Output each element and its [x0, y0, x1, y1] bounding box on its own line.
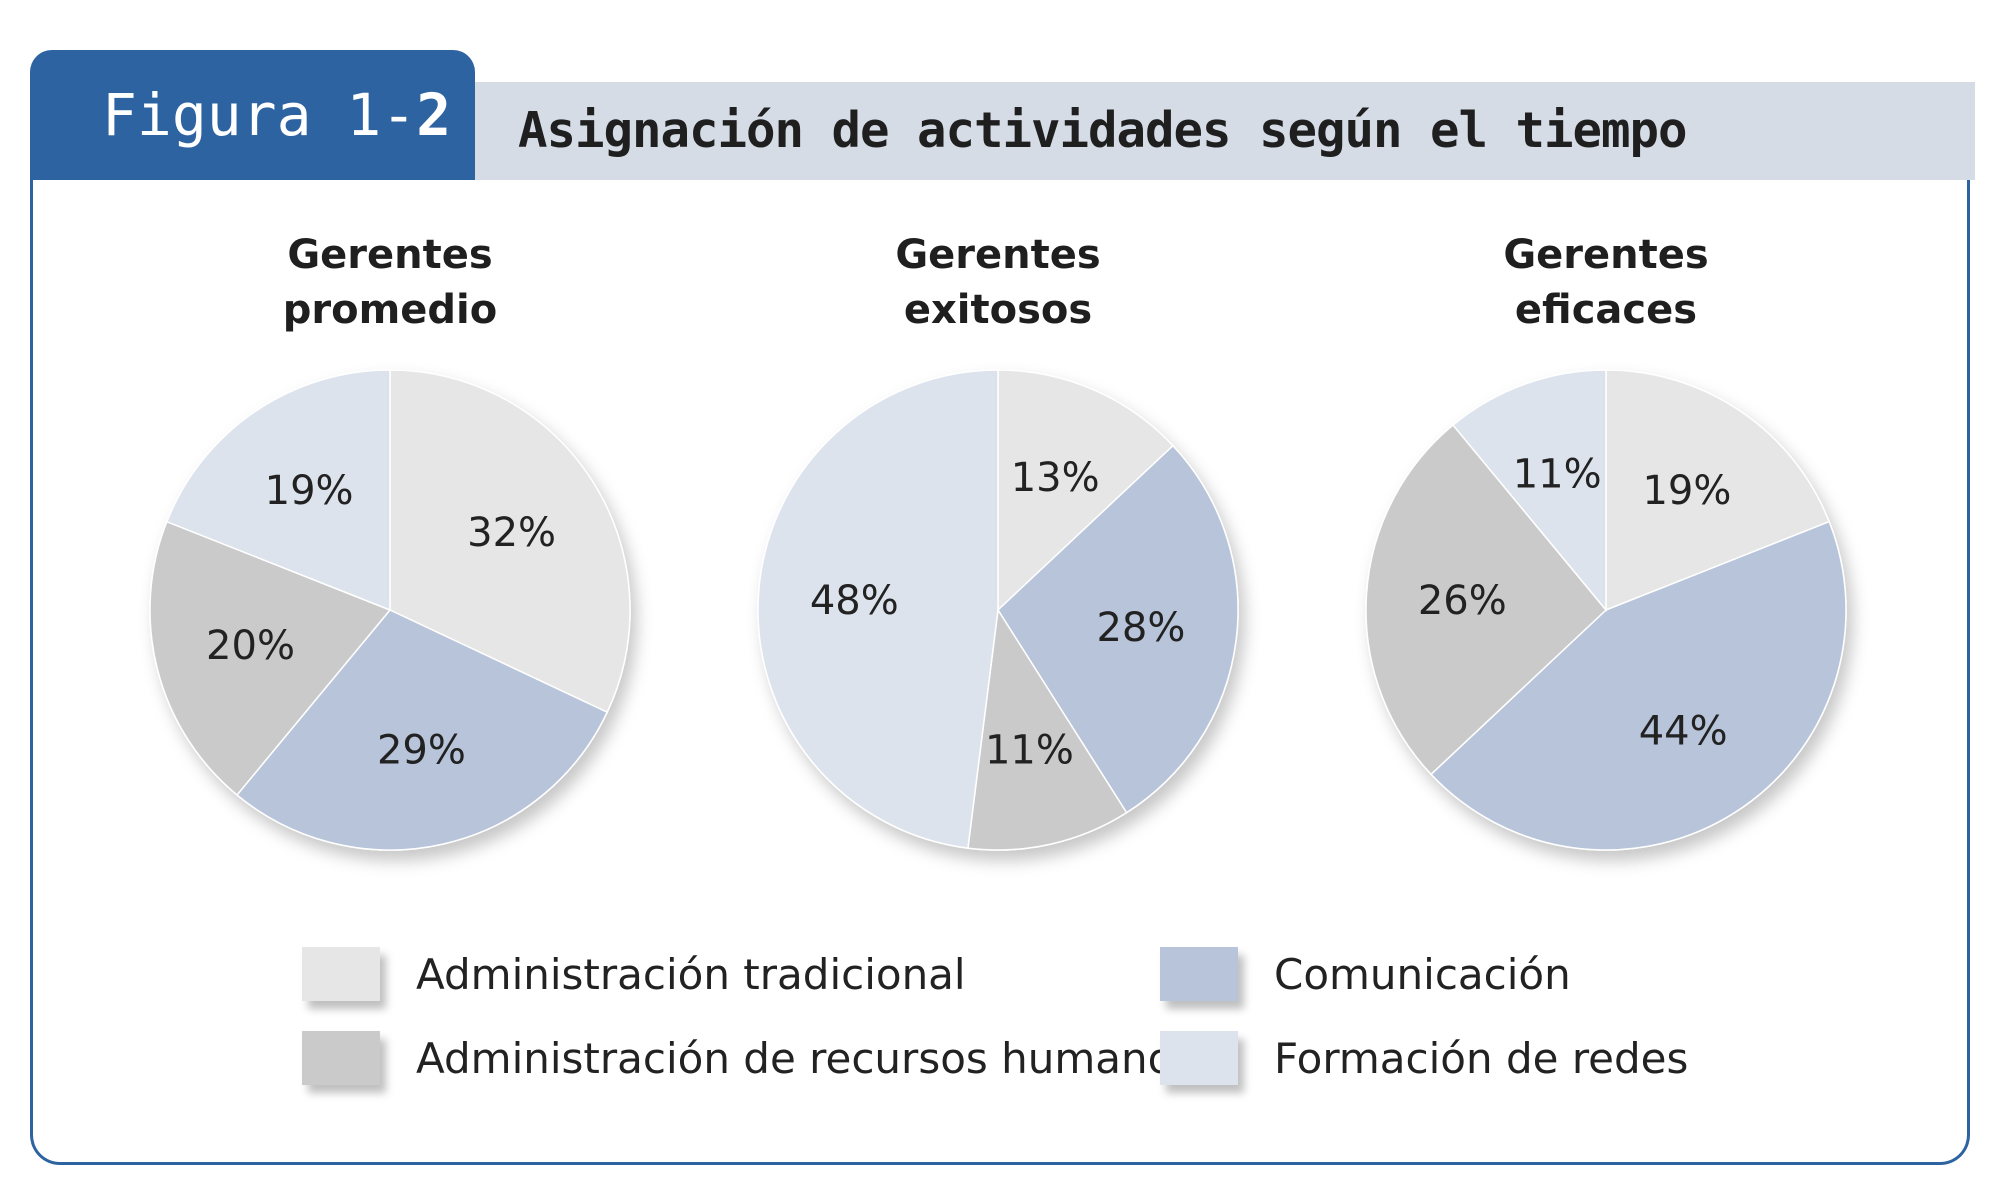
- legend-swatch: [1160, 947, 1238, 1001]
- legend-label: Formación de redes: [1274, 1033, 1689, 1083]
- slice-label: 19%: [265, 468, 354, 514]
- slice-label: 26%: [1418, 578, 1507, 624]
- pie-slice-formacion-de-redes: [757, 369, 999, 849]
- pie-slice-comunicacion: [997, 444, 1239, 814]
- slice-label: 11%: [985, 728, 1074, 774]
- chart-title-line: exitosos: [903, 287, 1093, 333]
- pie-slice-formacion-de-redes: [165, 369, 391, 612]
- figure-frame: [30, 175, 1970, 1165]
- legend-item-administracion-tradicional: Administración tradicional: [302, 944, 966, 1004]
- pie-chart: [1365, 369, 1847, 851]
- pie-slice-recursos-humanos: [149, 520, 392, 796]
- chart-title-line: eficaces: [1514, 287, 1698, 333]
- chart-title-line: Gerentes: [895, 232, 1101, 278]
- chart-title-exitosos: Gerentes exitosos: [788, 228, 1208, 338]
- legend-swatch: [302, 1031, 380, 1085]
- legend-item-comunicacion: Comunicación: [1160, 944, 1571, 1004]
- slice-label: 11%: [1513, 452, 1602, 498]
- figure-label: Figura 1-2: [30, 50, 475, 180]
- legend-swatch: [1160, 1031, 1238, 1085]
- chart-title-eficaces: Gerentes eficaces: [1396, 228, 1816, 338]
- chart-title-line: promedio: [282, 287, 498, 333]
- pie-slice-administracion-tradicional: [997, 369, 1175, 612]
- pie-slice-administracion-tradicional: [1605, 369, 1831, 612]
- legend-swatch: [302, 947, 380, 1001]
- pie-slice-administracion-tradicional: [389, 369, 631, 714]
- figure-label-prefix: Figura 1-: [102, 81, 417, 149]
- pie-slice-recursos-humanos: [967, 607, 1128, 851]
- legend-label: Administración de recursos humanos: [416, 1033, 1196, 1083]
- pie-slice-comunicacion: [1429, 520, 1847, 851]
- title-bar: [475, 82, 1975, 180]
- chart-title-promedio: Gerentes promedio: [180, 228, 600, 338]
- slice-label: 29%: [377, 728, 466, 774]
- legend-item-formacion-de-redes: Formación de redes: [1160, 1028, 1688, 1088]
- pie-slice-comunicacion: [235, 609, 609, 851]
- pie-slice-formacion-de-redes: [1451, 369, 1607, 613]
- slice-label: 28%: [1096, 605, 1185, 651]
- figure-label-number: 2: [416, 81, 452, 149]
- legend-item-recursos-humanos: Administración de recursos humanos: [302, 1028, 1195, 1088]
- slice-label: 13%: [1011, 455, 1100, 501]
- chart-title-line: Gerentes: [1503, 232, 1709, 278]
- chart-title-line: Gerentes: [287, 232, 493, 278]
- legend-label: Administración tradicional: [416, 949, 966, 999]
- slice-label: 32%: [467, 510, 556, 556]
- slice-label: 44%: [1639, 709, 1728, 755]
- slice-label: 20%: [206, 623, 295, 669]
- slice-label: 48%: [810, 578, 899, 624]
- legend-label: Comunicación: [1274, 949, 1571, 999]
- pie-chart: [149, 369, 631, 851]
- pie-chart: [757, 369, 1239, 851]
- figure-title: Asignación de actividades según el tiemp…: [518, 102, 1688, 159]
- slice-label: 19%: [1642, 468, 1731, 514]
- pie-slice-recursos-humanos: [1365, 424, 1608, 776]
